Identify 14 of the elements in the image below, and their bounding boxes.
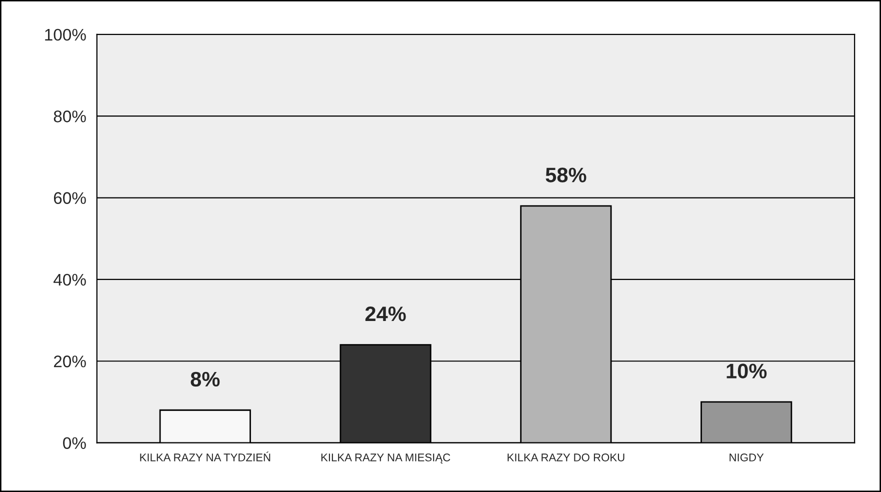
x-tick-label: KILKA RAZY DO ROKU <box>508 454 624 462</box>
y-tick-label: 80% <box>54 110 86 122</box>
x-tick-label: NIGDY <box>730 454 764 462</box>
data-label: 8% <box>190 372 220 387</box>
y-tick-label: 40% <box>54 274 86 286</box>
y-tick-label: 20% <box>54 356 86 368</box>
y-tick-label: 0% <box>63 437 86 450</box>
y-tick-label: 60% <box>54 192 86 204</box>
data-label: 24% <box>365 306 406 322</box>
x-tick-label: KILKA RAZY NA MIESIĄC <box>321 454 450 464</box>
y-tick-label: 100% <box>45 28 86 41</box>
data-label: 10% <box>726 364 767 378</box>
x-tick-label: KILKA RAZY NA TYDZIEŃ <box>140 452 270 462</box>
data-label: 58% <box>546 168 586 182</box>
